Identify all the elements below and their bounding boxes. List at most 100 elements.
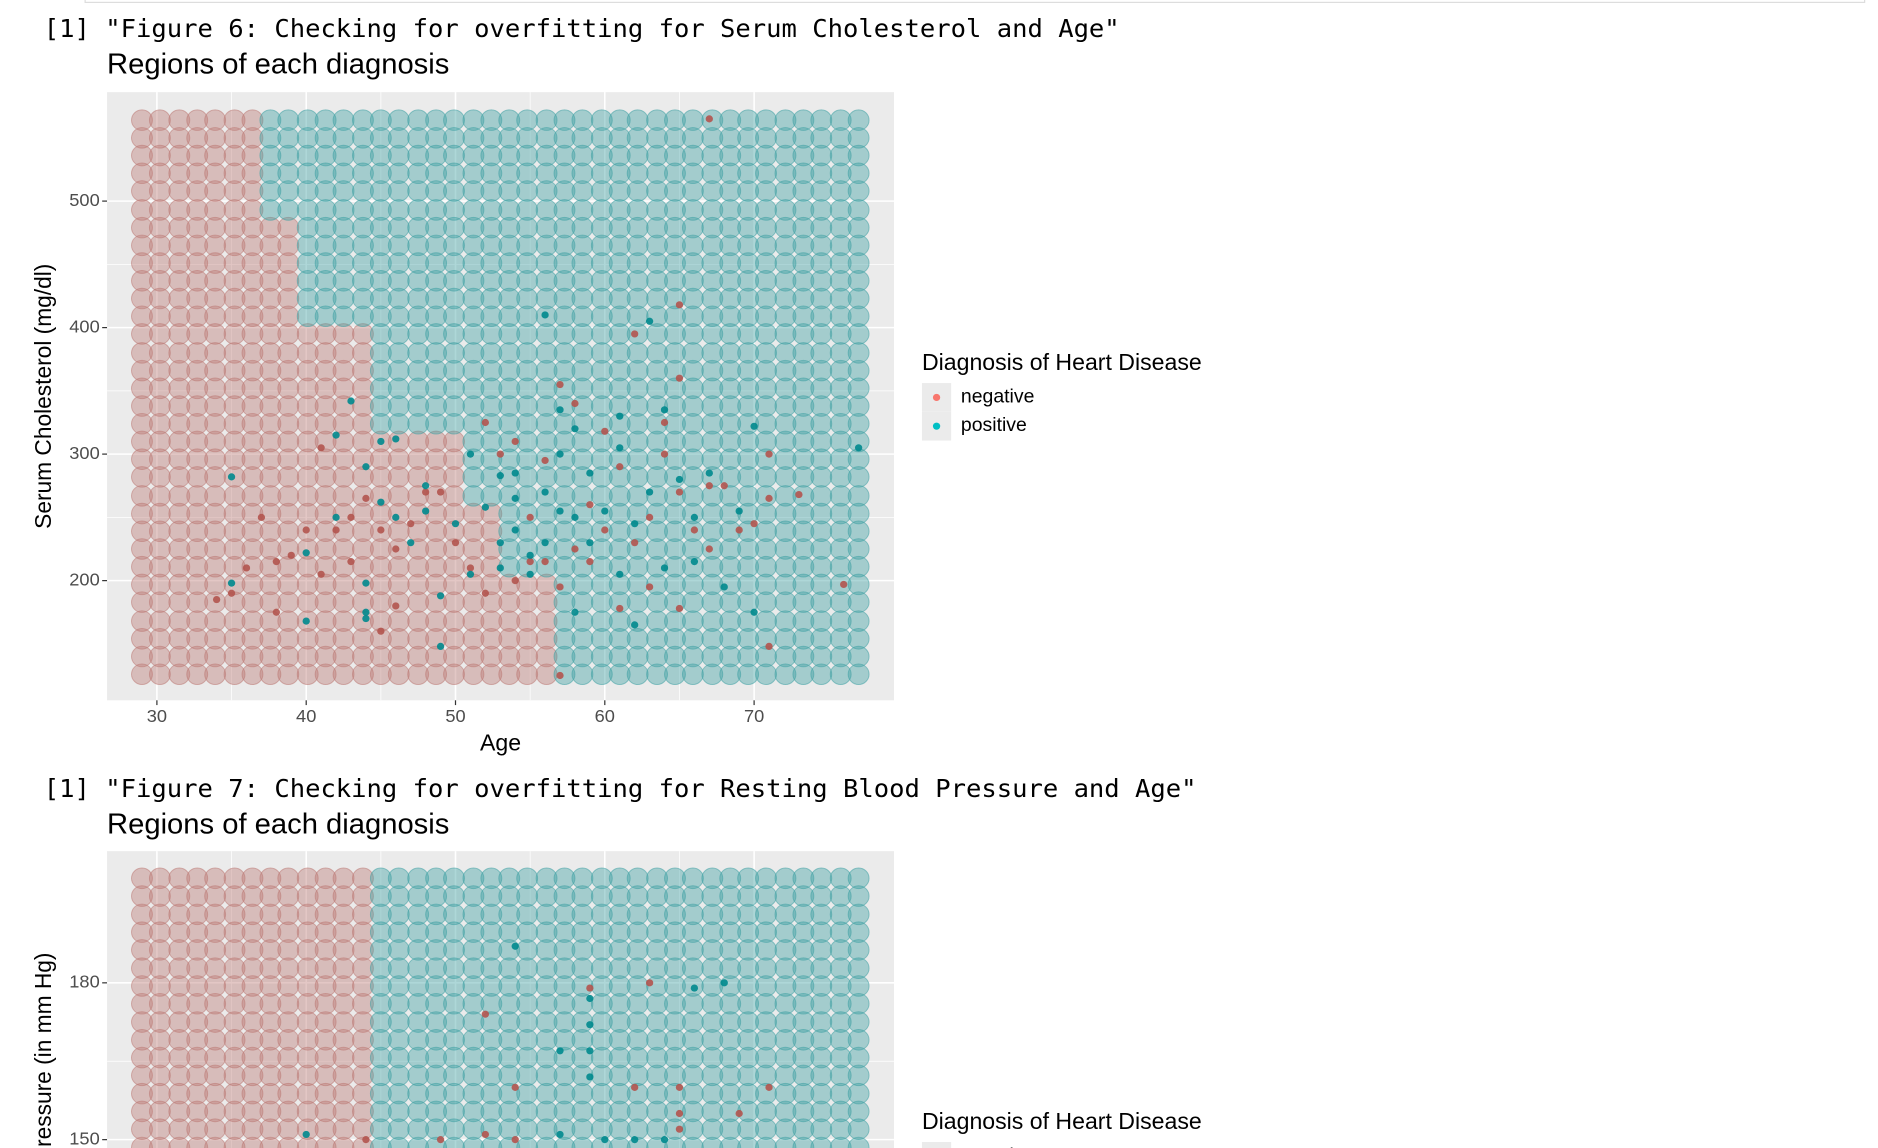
region-point xyxy=(810,867,833,890)
data-point xyxy=(660,406,669,414)
data-point xyxy=(227,579,236,587)
legend-label: negative xyxy=(961,387,1035,408)
region-point xyxy=(681,109,704,131)
y-tick-label: 150 xyxy=(69,1129,99,1148)
data-point xyxy=(601,526,609,534)
data-point xyxy=(660,450,669,458)
data-point xyxy=(571,425,579,433)
region-point xyxy=(847,867,870,890)
data-point xyxy=(750,422,758,430)
data-point xyxy=(586,984,594,992)
region-point xyxy=(516,903,539,926)
region-point xyxy=(847,109,870,131)
data-point xyxy=(436,1136,445,1144)
data-point xyxy=(332,513,340,521)
region-point xyxy=(387,485,410,507)
data-point xyxy=(735,507,743,515)
data-point xyxy=(421,482,430,490)
data-point xyxy=(496,539,504,547)
data-point xyxy=(735,526,743,534)
data-point xyxy=(511,494,519,502)
region-point xyxy=(571,903,594,926)
region-point xyxy=(571,1082,594,1105)
y-tick-label: 200 xyxy=(69,569,99,589)
data-point xyxy=(347,397,355,405)
data-point xyxy=(616,570,624,578)
region-point xyxy=(516,199,539,221)
data-point xyxy=(840,580,848,589)
data-point xyxy=(347,558,355,566)
region-point xyxy=(755,342,777,364)
region-point xyxy=(810,903,833,926)
data-point xyxy=(675,1125,684,1133)
data-point xyxy=(631,539,639,547)
region-point xyxy=(443,199,465,221)
region-point xyxy=(332,1011,355,1033)
region-point xyxy=(277,485,300,507)
data-point xyxy=(541,558,549,566)
data-point xyxy=(242,564,251,572)
region-point xyxy=(277,342,300,364)
data-point xyxy=(750,520,758,528)
region-point xyxy=(443,342,465,364)
region-point xyxy=(204,610,227,632)
legend-label: positive xyxy=(961,415,1027,436)
data-point xyxy=(377,526,385,534)
data-point xyxy=(407,520,415,528)
y-axis-title: Resting Blood Pressure (in mm Hg) xyxy=(30,953,56,1148)
output-text: [1] "Figure 6: Checking for overfitting … xyxy=(44,13,1120,43)
region-point xyxy=(626,867,649,890)
region-point xyxy=(755,199,777,221)
region-point xyxy=(387,199,410,221)
x-axis-title: Age xyxy=(480,730,521,756)
region-point xyxy=(847,1082,870,1105)
region-point xyxy=(571,957,594,979)
region-point xyxy=(148,957,171,979)
data-point xyxy=(496,564,504,572)
region-point xyxy=(516,610,539,632)
data-point xyxy=(645,583,654,591)
region-point xyxy=(332,109,355,131)
region-point xyxy=(443,903,465,926)
region-point xyxy=(204,109,227,131)
legend-key xyxy=(921,1142,952,1148)
region-point xyxy=(626,610,649,632)
data-point xyxy=(392,602,400,610)
region-point xyxy=(443,1011,465,1033)
data-point xyxy=(631,1083,639,1091)
data-point xyxy=(675,488,684,496)
data-point xyxy=(631,1136,639,1144)
data-point xyxy=(302,526,310,534)
data-point xyxy=(556,406,564,414)
data-point xyxy=(332,526,340,534)
region-point xyxy=(387,957,410,979)
x-tick-label: 30 xyxy=(147,706,167,726)
region-point xyxy=(755,957,777,979)
data-point xyxy=(407,539,415,547)
data-point xyxy=(302,617,310,625)
data-point xyxy=(362,608,370,616)
data-point xyxy=(272,558,280,566)
region-point xyxy=(810,199,833,221)
region-point xyxy=(277,1082,300,1105)
data-point xyxy=(392,513,400,521)
chart: [1] "Figure 7: Checking for overfitting … xyxy=(30,773,1202,1148)
data-point xyxy=(362,614,370,623)
data-point xyxy=(451,539,460,547)
region-point xyxy=(810,1082,833,1105)
data-point xyxy=(556,583,564,591)
data-point xyxy=(705,469,713,477)
data-point xyxy=(362,579,370,587)
legend-label: negative xyxy=(961,1146,1035,1148)
region-point xyxy=(847,342,870,364)
data-point xyxy=(511,1136,519,1144)
region-point xyxy=(681,1082,704,1105)
y-tick-label: 180 xyxy=(69,972,99,992)
region-point xyxy=(387,342,410,364)
data-point xyxy=(690,558,699,566)
data-point xyxy=(765,1083,773,1091)
region-point xyxy=(148,199,171,221)
data-point xyxy=(616,444,624,452)
region-point xyxy=(571,199,594,221)
